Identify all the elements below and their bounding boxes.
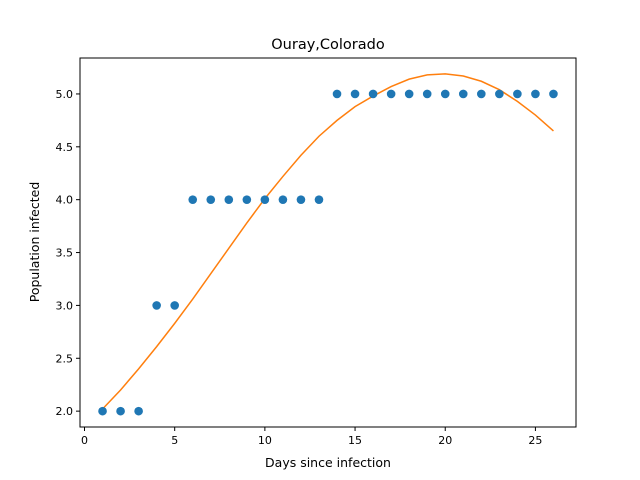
data-point (278, 195, 288, 204)
x-tick-label: 0 (81, 434, 88, 447)
data-point (224, 195, 234, 204)
x-axis-label: Days since infection (265, 455, 391, 470)
data-point (495, 89, 504, 99)
data-point (531, 89, 540, 99)
data-point (260, 195, 270, 204)
data-point (549, 89, 558, 99)
y-tick-label: 4.0 (56, 194, 74, 207)
data-point (152, 301, 161, 310)
data-point (134, 406, 143, 416)
data-point (314, 195, 324, 204)
data-point (477, 89, 486, 99)
x-tick-label: 5 (171, 434, 178, 447)
axis-ticks: 0 5 10 15 20 25 2.0 2.5 3.0 3.5 4.0 4.5 5.0 (56, 88, 543, 447)
data-point (422, 89, 432, 99)
plot-area (98, 73, 558, 416)
y-tick-label: 5.0 (56, 88, 74, 101)
x-tick-label: 20 (438, 434, 452, 447)
y-tick-label: 4.5 (56, 141, 74, 154)
y-tick-label: 3.0 (56, 299, 74, 312)
y-tick-label: 3.5 (56, 247, 74, 260)
y-tick-label: 2.0 (56, 405, 74, 418)
data-point (98, 406, 107, 416)
chart-title: Ouray,Colorado (271, 37, 385, 53)
data-point (440, 89, 450, 99)
x-tick-label: 15 (348, 434, 362, 447)
data-point (170, 301, 179, 310)
data-point (116, 406, 125, 416)
data-point (332, 89, 342, 99)
data-point (458, 89, 468, 99)
data-point (404, 89, 414, 99)
x-tick-label: 25 (528, 434, 542, 447)
data-point (206, 195, 216, 204)
data-point (188, 195, 198, 204)
fit-line (102, 73, 554, 410)
data-point (296, 195, 306, 204)
plot-frame (79, 57, 577, 428)
y-axis-label: Population infected (27, 182, 42, 303)
data-point (242, 195, 252, 204)
data-point (350, 89, 360, 99)
y-tick-label: 2.5 (56, 352, 74, 365)
data-point (513, 89, 522, 99)
data-point (386, 89, 396, 99)
data-point (368, 89, 378, 99)
x-tick-label: 10 (258, 434, 272, 447)
